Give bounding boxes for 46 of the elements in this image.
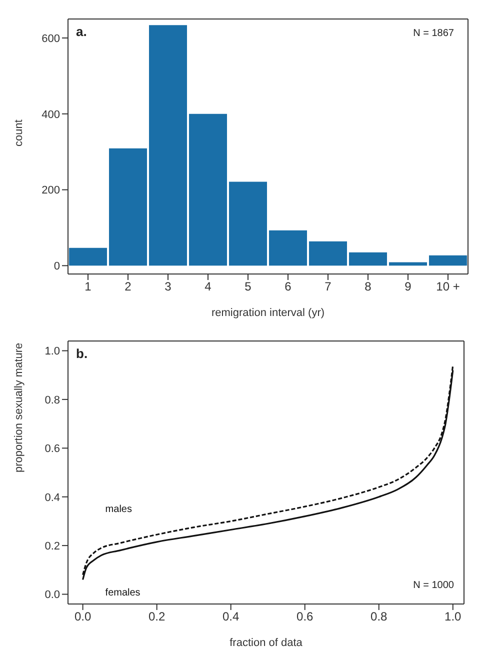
x-tick-label: 0.8 <box>370 610 388 624</box>
x-tick-label: 8 <box>364 280 372 294</box>
x-axis-title: fraction of data <box>230 637 304 649</box>
annotation: a. <box>76 24 87 39</box>
bar <box>349 252 387 266</box>
x-tick-label: 10 + <box>436 280 460 294</box>
bar <box>69 248 107 266</box>
x-tick-label: 0.6 <box>296 610 314 624</box>
y-tick-label: 0.8 <box>44 394 60 406</box>
x-tick-label: 6 <box>284 280 292 294</box>
bar <box>229 182 267 266</box>
x-tick-label: 7 <box>324 280 332 294</box>
annotation: b. <box>76 346 88 361</box>
x-tick-label: 0.4 <box>222 610 240 624</box>
y-tick-label: 600 <box>42 32 60 45</box>
bar <box>149 25 187 266</box>
y-tick-label: 0 <box>54 260 60 273</box>
y-tick-label: 0.2 <box>44 540 60 552</box>
y-tick-label: 0.6 <box>44 443 60 456</box>
y-tick-label: 0.4 <box>44 492 60 504</box>
x-tick-label: 3 <box>164 280 172 294</box>
annotation: N = 1000 <box>413 580 454 591</box>
x-tick-label: 4 <box>204 280 212 294</box>
x-tick-label: 0.2 <box>148 610 166 624</box>
bar <box>189 114 227 266</box>
x-axis-title: remigration interval (yr) <box>211 307 325 319</box>
bar <box>429 255 467 266</box>
x-tick-label: 0.0 <box>74 610 92 624</box>
x-tick-label: 5 <box>244 280 252 294</box>
annotation: N = 1867 <box>413 28 454 39</box>
y-tick-label: 200 <box>42 184 60 197</box>
x-tick-label: 9 <box>404 280 412 294</box>
y-axis-title: count <box>12 120 25 146</box>
bar <box>109 148 147 266</box>
text: males <box>105 504 132 515</box>
text: females <box>105 587 140 598</box>
bar <box>269 230 307 266</box>
x-tick-label: 1 <box>84 280 92 294</box>
y-tick-label: 0.0 <box>44 589 60 602</box>
x-tick-label: 2 <box>124 280 132 294</box>
x-tick-label: 1.0 <box>444 610 462 624</box>
y-axis-title: proportion sexually mature <box>12 342 25 472</box>
bar <box>389 262 427 266</box>
bar <box>309 241 347 266</box>
y-tick-label: 400 <box>42 108 60 121</box>
y-tick-label: 1.0 <box>44 346 60 358</box>
